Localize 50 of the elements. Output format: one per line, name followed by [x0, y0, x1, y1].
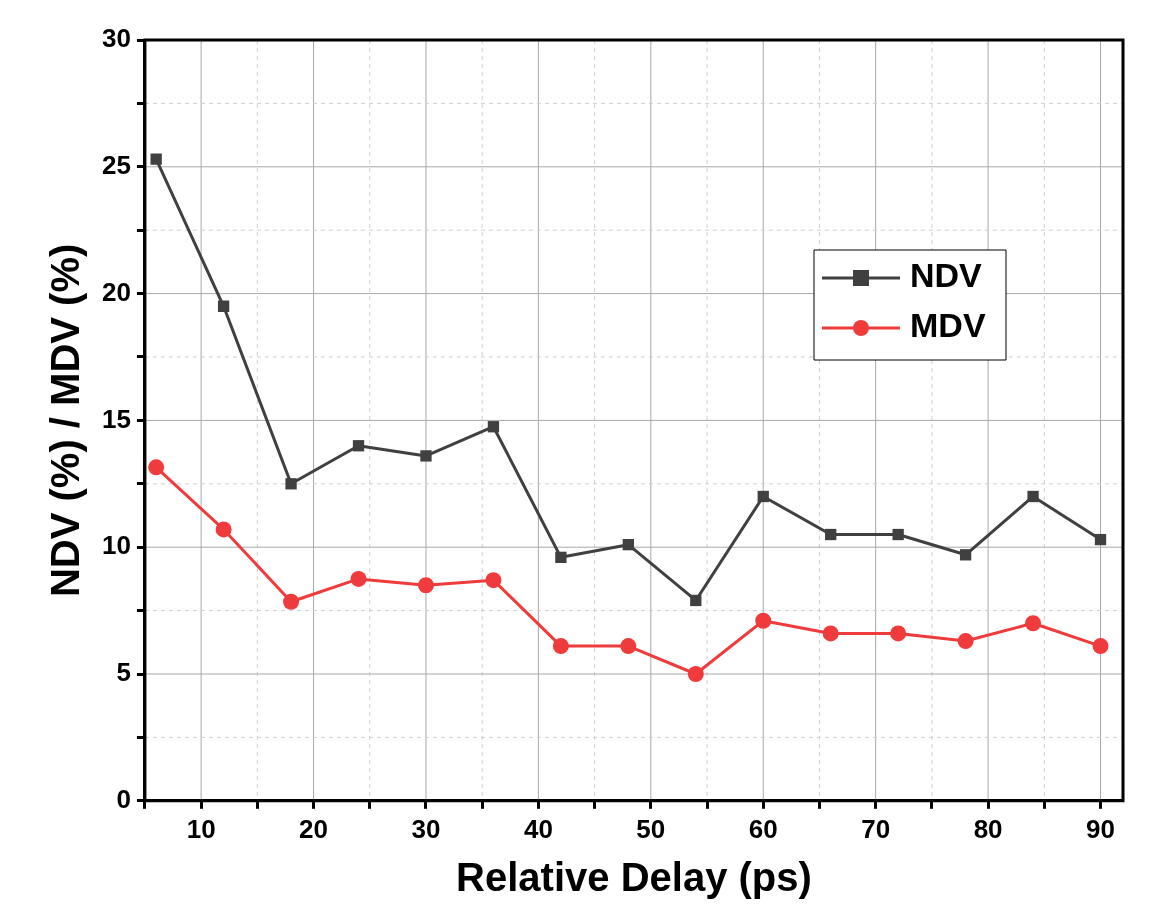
x-tick-label: 90	[1086, 813, 1115, 844]
point	[217, 300, 230, 312]
y-tick-label: 0	[116, 783, 131, 814]
y-axis-title: NDV (%) / MDV (%)	[43, 243, 88, 598]
x-tick-label: 20	[299, 813, 329, 844]
point	[690, 594, 702, 607]
point	[285, 478, 297, 490]
point	[755, 612, 772, 629]
point	[487, 421, 500, 433]
point	[890, 625, 907, 642]
point	[283, 593, 300, 610]
y-tick-label: 20	[102, 276, 131, 307]
x-tick-label: 30	[411, 813, 441, 844]
point	[622, 539, 634, 551]
point	[757, 490, 769, 503]
point	[350, 570, 367, 587]
point	[352, 440, 365, 452]
point	[1094, 533, 1107, 546]
x-tick-label: 40	[523, 813, 553, 844]
x-axis-title: Relative Delay (ps)	[456, 855, 812, 900]
point	[485, 572, 502, 589]
x-tick-label: 50	[636, 813, 666, 844]
x-tick-label: 60	[748, 813, 778, 844]
y-tick-label: 5	[116, 657, 131, 688]
point	[552, 638, 569, 655]
x-tick-label: 10	[186, 813, 216, 844]
point	[687, 666, 704, 682]
point	[215, 521, 232, 538]
legend-label: MDV	[910, 306, 986, 345]
point	[1092, 638, 1109, 655]
point	[555, 551, 567, 563]
x-tick-label: 80	[973, 813, 1003, 844]
y-tick-label: 15	[102, 403, 131, 434]
point	[1025, 615, 1042, 632]
point	[420, 450, 432, 462]
point	[620, 638, 637, 655]
point	[148, 459, 165, 476]
point	[825, 528, 837, 541]
point	[1027, 490, 1039, 503]
point	[417, 577, 434, 594]
point	[957, 633, 974, 650]
y-tick-label: 30	[102, 23, 131, 54]
legend-label: NDV	[910, 256, 983, 295]
y-tick-label: 10	[102, 530, 131, 561]
point	[822, 625, 839, 642]
point	[150, 153, 162, 165]
point	[892, 528, 904, 541]
x-tick-label: 70	[861, 813, 891, 844]
y-tick-label: 25	[102, 149, 131, 180]
point	[959, 549, 972, 561]
